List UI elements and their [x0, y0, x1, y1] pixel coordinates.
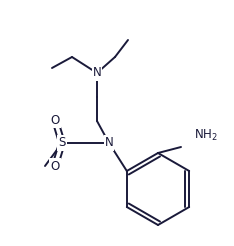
Text: N: N: [105, 137, 113, 150]
Text: N: N: [93, 66, 101, 79]
Text: O: O: [50, 159, 60, 172]
Text: S: S: [58, 137, 66, 150]
Text: NH$_2$: NH$_2$: [194, 127, 218, 142]
Text: O: O: [50, 113, 60, 126]
